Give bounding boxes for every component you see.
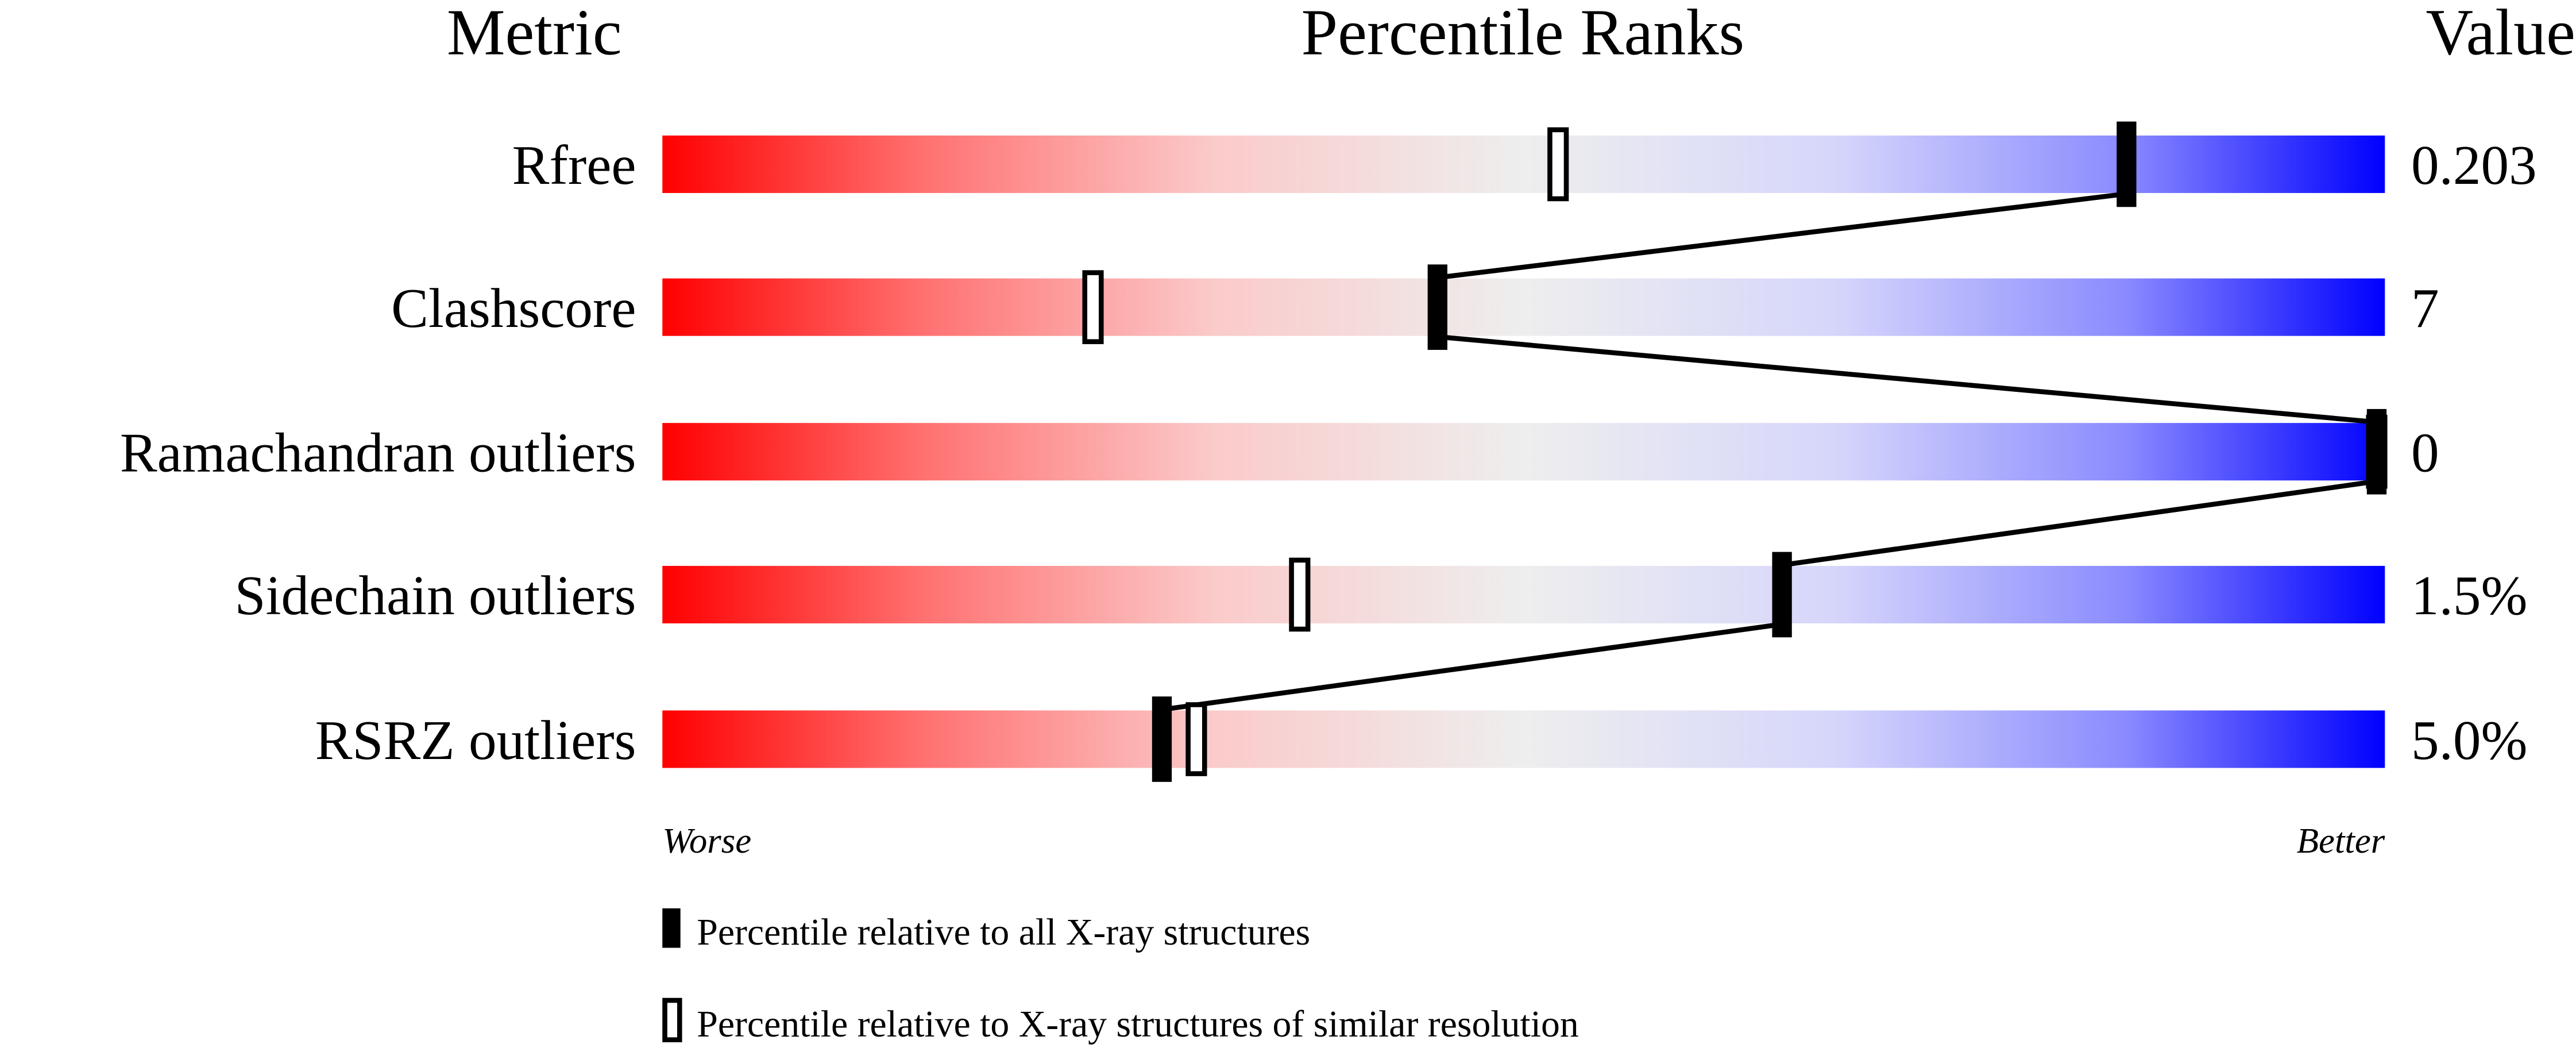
similar-resolution-marker [1289, 557, 1311, 632]
all-structures-marker [1427, 264, 1447, 350]
metric-label: RSRZ outliers [315, 710, 636, 772]
legend-all-label: Percentile relative to all X-ray structu… [697, 911, 1310, 953]
metric-label: Clashscore [391, 278, 636, 340]
percentile-bar [662, 135, 2385, 193]
metric-label: Rfree [512, 134, 636, 196]
connector-line [1161, 622, 1783, 712]
all-structures-marker [2366, 409, 2387, 495]
legend-filled-marker [662, 908, 681, 948]
percentile-bar [662, 710, 2385, 768]
percentile-bar [662, 423, 2385, 481]
better-label: Better [2297, 820, 2385, 861]
percentile-bar [662, 565, 2385, 623]
all-structures-marker [2117, 121, 2137, 207]
all-structures-marker [1772, 552, 1792, 638]
worse-label: Worse [662, 820, 751, 861]
metric-value: 7 [2411, 278, 2439, 340]
connector-line [1437, 334, 2377, 425]
connector-line [1437, 191, 2127, 280]
metric-value: 1.5% [2411, 565, 2527, 627]
similar-resolution-marker [1185, 702, 1207, 776]
percentile-header: Percentile Ranks [1301, 0, 1745, 68]
metric-value: 5.0% [2411, 710, 2527, 772]
metric-value: 0 [2411, 422, 2439, 484]
similar-resolution-marker [1082, 270, 1104, 344]
metric-label: Ramachandran outliers [120, 422, 636, 484]
similar-resolution-marker [1547, 127, 1569, 202]
metric-header: Metric [447, 0, 622, 68]
metric-value: 0.203 [2411, 134, 2537, 196]
connector-line [1782, 479, 2377, 568]
percentile-bar [662, 278, 2385, 336]
metric-label: Sidechain outliers [234, 565, 636, 627]
legend-open-marker [662, 997, 682, 1042]
all-structures-marker [1152, 696, 1172, 782]
value-header: Value [2426, 0, 2575, 68]
legend-similar-label: Percentile relative to X-ray structures … [697, 1003, 1578, 1045]
